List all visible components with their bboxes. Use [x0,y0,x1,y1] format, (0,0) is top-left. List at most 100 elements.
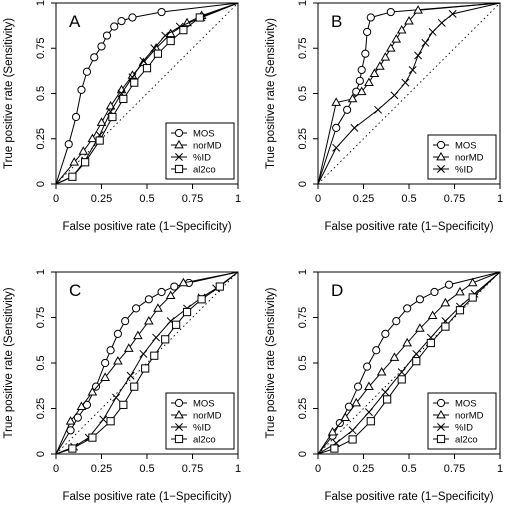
legend-entry: MOS [455,398,477,409]
legend-marker [436,409,446,419]
panel-label: C [69,281,81,300]
legend-marker [174,434,184,444]
data-point [350,123,359,132]
y-tick-label: 0.75 [297,307,309,328]
series-cross [317,271,501,455]
data-point [364,77,374,87]
data-point [375,61,385,70]
data-point [87,133,98,143]
data-point [332,123,341,132]
data-point [91,382,101,391]
data-point [331,97,342,106]
data-point [144,295,153,304]
panel-label: D [331,281,343,300]
data-point [131,304,141,313]
data-point [340,412,351,421]
data-point [117,17,126,26]
series-circle [317,2,501,185]
data-point [348,435,357,444]
data-point [364,381,374,391]
x-tick-label: 0 [53,463,59,475]
data-point [112,393,121,402]
legend-marker [175,423,183,431]
data-point [73,413,82,422]
data-point [102,31,112,40]
data-point [161,335,170,344]
x-axis-title: False positive rate (1−Specificity) [324,221,493,233]
legend-marker [436,398,446,408]
y-tick-label: 0.5 [297,355,309,370]
data-point [170,282,179,291]
data-point [166,36,175,46]
data-point [150,351,159,360]
data-point [123,343,134,352]
data-point [71,112,81,122]
legend-marker [174,139,184,149]
x-tick-label: 0.75 [444,463,465,475]
data-point [390,91,399,100]
data-point [380,52,391,61]
legend-entry: norMD [193,140,222,151]
x-tick-label: 0.25 [353,463,374,475]
legend-entry: %ID [455,164,473,175]
data-point [347,93,358,103]
data-point [396,24,407,34]
y-tick-label: 1 [297,269,309,275]
data-point [152,333,161,342]
data-point [113,329,122,338]
data-point [178,277,189,287]
data-point [142,64,152,73]
series-square [55,271,239,455]
data-point [467,277,478,287]
legend-entry: norMD [455,152,484,163]
x-tick-label: 0 [315,193,321,205]
data-point [361,49,370,58]
data-point [130,382,139,391]
panel-1: 0 0.25 0.5 0.75 1 0 0.25 0.5 0.75 1 False positive… [265,0,503,233]
data-point [428,28,437,36]
y-tick-label: 0.75 [297,38,309,59]
panel-label: A [69,12,81,31]
data-point [381,388,390,397]
legend-entry: norMD [193,410,222,421]
data-point [430,287,439,297]
data-point [455,286,465,296]
data-point [391,34,402,43]
data-point [397,368,406,377]
data-point [363,27,372,37]
data-point [332,143,341,152]
x-tick-label: 1 [235,463,241,475]
data-point [363,362,372,371]
legend-entry: al2co [455,434,478,445]
data-point [68,444,77,453]
legend-marker [436,151,446,161]
data-point [402,337,412,347]
y-tick-label: 0.25 [35,398,47,419]
data-point [95,136,104,145]
data-point [78,146,89,155]
x-axis-title: False positive rate (1−Specificity) [324,491,493,503]
data-point [90,53,99,62]
y-tick-label: 0.75 [35,38,47,59]
series-square [55,2,239,185]
data-point [144,315,154,325]
panel-0: 0 0.25 0.5 0.75 1 0 0.25 0.5 0.75 1 False positive… [3,0,241,233]
series-circle [317,271,501,455]
data-point [76,401,87,411]
data-point [179,26,188,35]
x-tick-label: 0.75 [444,193,465,205]
series-triangle [317,271,501,455]
series-triangle [317,2,501,185]
x-tick-label: 0.25 [91,193,112,205]
legend-entry: MOS [193,128,215,139]
data-point [441,322,450,331]
data-point [128,13,137,22]
data-point [69,157,80,166]
data-point [353,382,363,391]
data-point [172,320,181,329]
data-point [369,68,380,77]
x-tick-label: 1 [497,193,503,205]
x-axis-title: False positive rate (1−Specificity) [62,491,231,503]
